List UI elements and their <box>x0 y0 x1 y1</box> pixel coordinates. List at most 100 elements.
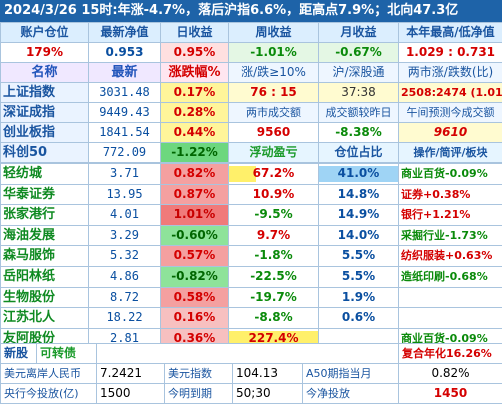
float-pnl-header: 浮动盈亏 <box>229 143 319 163</box>
index-price: 1841.54 <box>89 123 161 143</box>
index-price: 9449.43 <box>89 103 161 123</box>
float-pnl-value: -19.7% <box>250 290 297 304</box>
float-pnl: 9.7% <box>229 225 319 246</box>
monthly-return-value: -0.67% <box>319 43 399 63</box>
stock-price: 3.29 <box>89 225 161 246</box>
position-share-value: 14.8% <box>338 187 380 201</box>
float-pnl-value: 10.9% <box>253 187 295 201</box>
table-row: 上证指数 3031.48 0.17% 76 : 15 37:38 2508:24… <box>1 83 502 103</box>
position-share-value: 1.9% <box>342 290 375 304</box>
sector-note <box>399 287 502 308</box>
turnover-change-value: -8.38% <box>319 123 399 143</box>
position-share: 14.9% <box>319 205 399 226</box>
year-high-low-value: 1.029 : 0.731 <box>399 43 502 63</box>
index-pct: 0.17% <box>161 83 229 103</box>
account-position-label: 账户仓位 <box>1 23 89 43</box>
sector-note: 采掘行业-1.73% <box>399 225 502 246</box>
stock-pct: -0.60% <box>161 225 229 246</box>
position-share-value: 5.5% <box>342 269 375 283</box>
float-pnl-bar <box>229 166 256 182</box>
position-share: 5.5% <box>319 246 399 267</box>
daily-return-label: 日收益 <box>161 23 229 43</box>
limit-count: 76 : 15 <box>229 83 319 103</box>
a50-value: 0.82% <box>399 364 502 384</box>
float-pnl: -1.8% <box>229 246 319 267</box>
float-pnl: 10.9% <box>229 184 319 205</box>
position-share: 14.0% <box>319 225 399 246</box>
monthly-return-label: 月收益 <box>319 23 399 43</box>
macro-table: 美元离岸人民币 7.2421 美元指数 104.13 A50期指当月 0.82%… <box>0 363 502 404</box>
maturity-value: 50;30 <box>233 384 303 404</box>
stock-name[interactable]: 岳阳林纸 <box>1 266 89 287</box>
stock-name[interactable]: 江苏北人 <box>1 308 89 329</box>
stock-name[interactable]: 森马服饰 <box>1 246 89 267</box>
connect-header: 沪/深股通 <box>319 63 399 83</box>
float-pnl: -9.5% <box>229 205 319 226</box>
stock-name[interactable]: 华泰证券 <box>1 184 89 205</box>
index-price: 3031.48 <box>89 83 161 103</box>
col-price-header: 最新 <box>89 63 161 83</box>
stock-price: 13.95 <box>89 184 161 205</box>
stock-pct: 1.01% <box>161 205 229 226</box>
float-pnl-value: 9.7% <box>257 228 290 242</box>
net-injection-label: 今净投放 <box>303 384 399 404</box>
stock-name[interactable]: 张家港行 <box>1 205 89 226</box>
position-share-value: 5.5% <box>342 248 375 262</box>
account-position-value: 179% <box>1 43 89 63</box>
turnover-forecast-label: 午间预测今成交额 <box>399 103 502 123</box>
stock-price: 4.01 <box>89 205 161 226</box>
index-name: 创业板指 <box>1 123 89 143</box>
position-share: 0.6% <box>319 308 399 329</box>
daily-return-value: 0.95% <box>161 43 229 63</box>
dxy-value: 104.13 <box>233 364 303 384</box>
stock-price: 5.32 <box>89 246 161 267</box>
turnover-change-label: 成交额较昨日 <box>319 103 399 123</box>
stock-pct: 0.87% <box>161 184 229 205</box>
float-pnl: -19.7% <box>229 287 319 308</box>
index-price: 772.09 <box>89 143 161 163</box>
float-pnl: -22.5% <box>229 266 319 287</box>
stock-name[interactable]: 生物股份 <box>1 287 89 308</box>
index-pct: -1.22% <box>161 143 229 163</box>
summary-header: 2024/3/26 15时:年涨-4.7%，落后沪指6.6%，距高点7.9%；北… <box>0 0 502 22</box>
year-high-low-label: 本年最高/低净值 <box>399 23 502 43</box>
col-name-header: 名称 <box>1 63 89 83</box>
account-table: 账户仓位 最新净值 日收益 周收益 月收益 本年最高/低净值 179% 0.95… <box>0 22 502 63</box>
newstock-label: 新股 <box>1 344 37 364</box>
usdcnh-label: 美元离岸人民币 <box>1 364 97 384</box>
operation-note-header: 操作/简评/板块 <box>399 143 502 163</box>
stock-pct: 0.58% <box>161 287 229 308</box>
float-pnl: 67.2% <box>229 164 319 185</box>
position-share: 1.9% <box>319 287 399 308</box>
newstock-row: 新股 可转债 复合年化16.26% <box>0 343 502 364</box>
turnover-value: 9560 <box>229 123 319 143</box>
stock-pct: -0.82% <box>161 266 229 287</box>
table-row: 创业板指 1841.54 0.44% 9560 -8.38% 9610 <box>1 123 502 143</box>
index-pct: 0.28% <box>161 103 229 123</box>
annualized-return: 复合年化16.26% <box>399 344 502 364</box>
stock-pct: 0.82% <box>161 164 229 185</box>
stock-price: 8.72 <box>89 287 161 308</box>
stock-name[interactable]: 轻纺城 <box>1 164 89 185</box>
dxy-label: 美元指数 <box>165 364 233 384</box>
sector-note: 证券+0.38% <box>399 184 502 205</box>
position-share-value: 41.0% <box>338 166 380 180</box>
table-row: 深证成指 9449.43 0.28% 两市成交额 成交额较昨日 午间预测今成交额 <box>1 103 502 123</box>
net-injection-value: 1450 <box>399 384 502 404</box>
net-value-label: 最新净值 <box>89 23 161 43</box>
sector-note: 造纸印刷-0.68% <box>399 266 502 287</box>
index-name: 上证指数 <box>1 83 89 103</box>
up-down-count-header: 两市涨/跌数(比) <box>399 63 502 83</box>
turnover-label: 两市成交额 <box>229 103 319 123</box>
stock-name[interactable]: 海油发展 <box>1 225 89 246</box>
index-pct: 0.44% <box>161 123 229 143</box>
